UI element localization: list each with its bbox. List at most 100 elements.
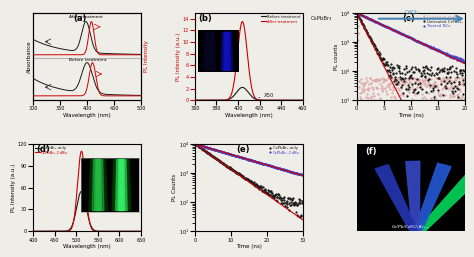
Treated NCs (354, 11, 359, 14)
Treated NCs (405, 35, 411, 38)
Polygon shape (417, 174, 474, 234)
Text: (c): (c) (402, 14, 415, 23)
CsPbBr₃ only (138, 230, 144, 233)
After treatment (256, 98, 262, 102)
Treated NCs (442, 51, 448, 54)
X-axis label: Wavelength (nm): Wavelength (nm) (63, 244, 111, 249)
Text: After treatment: After treatment (69, 15, 103, 20)
CsPbBr₃ only (250, 182, 256, 185)
X-axis label: Wavelength (nm): Wavelength (nm) (63, 113, 111, 118)
Line: CsPbBr₃ only: CsPbBr₃ only (33, 191, 141, 231)
Legend: Before treatment, After treatment: Before treatment, After treatment (262, 15, 301, 24)
Polygon shape (414, 163, 451, 232)
Treated NCs (459, 58, 465, 61)
CsPbBr₃ only (112, 230, 118, 233)
Legend: CsPbBr₃ only, CsPbBr₃-CdBr₂: CsPbBr₃ only, CsPbBr₃-CdBr₂ (268, 146, 301, 155)
Line: After treatment: After treatment (195, 22, 303, 100)
CsPbBr₃-CdBr₂ (138, 230, 144, 233)
After treatment (220, 99, 226, 102)
Y-axis label: PL Intensity (a.u.): PL Intensity (a.u.) (11, 163, 16, 212)
CsPbBr₃ only (79, 190, 84, 193)
CsPbBr₃-CdBr₂ (244, 158, 250, 161)
Treated NCs (418, 41, 424, 44)
CsPbBr₃-CdBr₂ (300, 174, 306, 177)
CsPbBr₃ only (102, 230, 108, 233)
Before treatment (211, 99, 217, 102)
Untreated CsPbCl₃ (412, 88, 418, 91)
Excitation profile (405, 77, 411, 80)
Text: (d): (d) (36, 145, 50, 154)
CsPbBr₃ only (49, 230, 55, 233)
CsPbBr₃-CdBr₂ (94, 230, 100, 233)
Y-axis label: PL Counts: PL Counts (172, 174, 177, 201)
Excitation profile (401, 98, 407, 102)
Text: X50: X50 (264, 93, 274, 98)
CsPbBr₃ only (243, 177, 249, 180)
Excitation profile (442, 94, 448, 97)
Polygon shape (375, 165, 417, 233)
CsPbBr₃-CdBr₂ (49, 230, 55, 233)
CsPbBr₃ only (256, 184, 262, 187)
CsPbBr₃-CdBr₂ (256, 161, 262, 164)
Untreated CsPbCl₃ (419, 107, 425, 111)
CsPbBr₃ only (192, 142, 198, 145)
Untreated CsPbCl₃ (462, 67, 467, 70)
X-axis label: Wavelength (nm): Wavelength (nm) (225, 113, 273, 118)
CsPbBr₃ only (297, 205, 303, 208)
Untreated CsPbCl₃ (442, 84, 448, 87)
Treated NCs (462, 60, 467, 63)
CsPbBr₃-CdBr₂ (102, 230, 108, 233)
Line: CsPbBr₃-CdBr₂: CsPbBr₃-CdBr₂ (33, 151, 141, 231)
Excitation profile (412, 76, 418, 79)
Line: CsPbBr₃ only: CsPbBr₃ only (194, 143, 303, 219)
CsPbBr₃ only (58, 230, 64, 233)
Text: (f): (f) (365, 146, 377, 155)
Excitation profile (418, 87, 424, 90)
Polygon shape (406, 161, 420, 231)
Excitation profile (462, 77, 467, 80)
Untreated CsPbCl₃ (418, 76, 424, 79)
After treatment (273, 99, 279, 102)
X-axis label: Time (ns): Time (ns) (236, 244, 262, 249)
After treatment (211, 99, 217, 102)
Untreated CsPbCl₃ (405, 67, 411, 70)
Treated NCs (406, 35, 411, 38)
Before treatment (220, 99, 226, 102)
Before treatment (192, 99, 198, 102)
Text: (a): (a) (73, 14, 86, 23)
Untreated CsPbCl₃ (406, 86, 411, 89)
Legend: CsPbBr₃ only, CsPbBr₃-CdBr₂: CsPbBr₃ only, CsPbBr₃-CdBr₂ (35, 146, 69, 155)
After treatment (192, 99, 198, 102)
Line: Untreated CsPbCl₃: Untreated CsPbCl₃ (356, 12, 465, 109)
After treatment (240, 20, 246, 23)
Text: Before treatment: Before treatment (69, 58, 106, 62)
Y-axis label: Absorbance: Absorbance (27, 40, 32, 73)
CsPbBr₃ only (94, 230, 100, 233)
After treatment (264, 99, 270, 102)
Excitation profile (354, 11, 359, 14)
Before treatment (241, 86, 247, 89)
CsPbBr₃-CdBr₂ (112, 230, 118, 233)
Text: Cs(Pb/Cd)ClₓBr₂-ₓ: Cs(Pb/Cd)ClₓBr₂-ₓ (392, 225, 429, 229)
CsPbBr₃-CdBr₂ (300, 174, 305, 177)
CsPbBr₃ only (79, 190, 85, 193)
Legend: Excitation profile, Untreated CsPbCl₃, Treated NCs: Excitation profile, Untreated CsPbCl₃, T… (422, 15, 463, 28)
Text: (b): (b) (198, 14, 212, 23)
CsPbBr₃-CdBr₂ (192, 142, 198, 145)
CsPbBr₃ only (281, 196, 286, 199)
Text: (e): (e) (236, 145, 249, 154)
Treated NCs (412, 39, 418, 42)
Y-axis label: PL counts: PL counts (334, 43, 339, 70)
X-axis label: Time (ns): Time (ns) (398, 113, 424, 118)
CsPbBr₃-CdBr₂ (30, 230, 36, 233)
Text: CsPbBr₃: CsPbBr₃ (310, 16, 332, 21)
Excitation profile (459, 76, 465, 79)
Line: Before treatment: Before treatment (195, 87, 303, 100)
Y-axis label: PL Intensity: PL Intensity (144, 41, 149, 72)
CsPbBr₃ only (244, 177, 250, 180)
Untreated CsPbCl₃ (459, 73, 465, 76)
Text: CdCl₂: CdCl₂ (405, 10, 419, 15)
CsPbBr₃-CdBr₂ (79, 151, 85, 154)
CsPbBr₃-CdBr₂ (281, 168, 286, 171)
Before treatment (264, 99, 270, 102)
